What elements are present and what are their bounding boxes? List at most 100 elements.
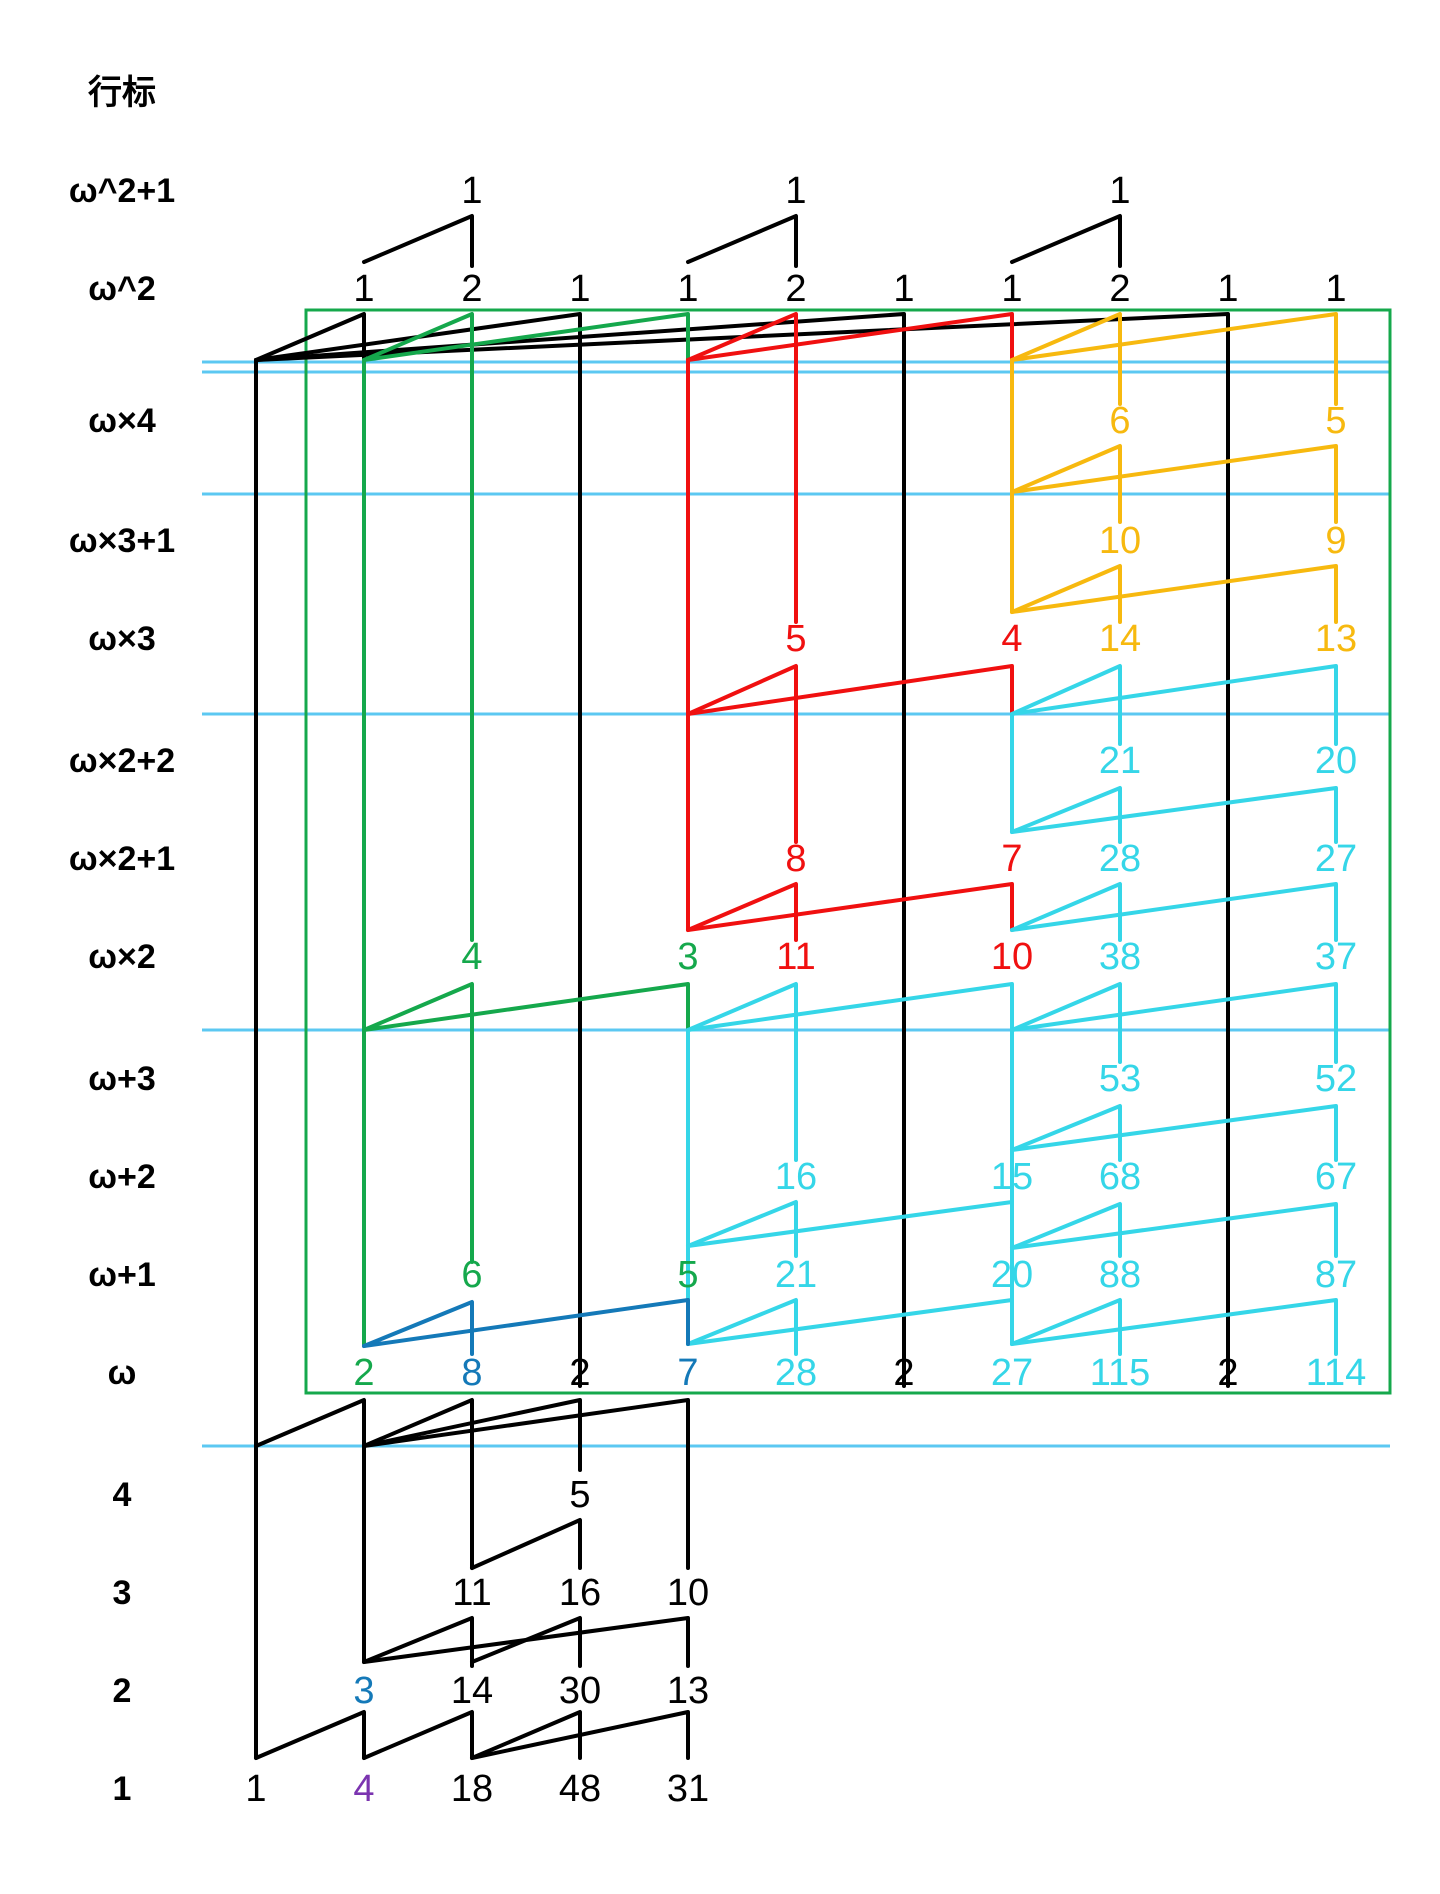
tree-edge <box>686 982 1014 1032</box>
node-value: 1 <box>569 268 590 310</box>
row-label: ω^2 <box>88 270 156 308</box>
node-value: 1 <box>461 170 482 212</box>
row-label: ω+2 <box>88 1158 156 1196</box>
node-value: 5 <box>1325 400 1346 442</box>
row-label: ω^2+1 <box>69 172 175 210</box>
node-value: 14 <box>451 1670 493 1712</box>
tree-edge <box>1010 444 1338 524</box>
node-value: 67 <box>1315 1156 1357 1198</box>
row-label: 1 <box>113 1770 132 1808</box>
tree-edge <box>1010 882 1338 942</box>
node-value: 53 <box>1099 1058 1141 1100</box>
row-label: ω×3+1 <box>69 522 175 560</box>
tree-edge <box>362 982 474 1264</box>
tree-edge <box>470 1710 582 1760</box>
node-value: 28 <box>775 1352 817 1394</box>
node-value: 2 <box>569 1352 590 1394</box>
tree-edge <box>362 312 474 942</box>
node-value: 31 <box>667 1768 709 1810</box>
node-value: 27 <box>991 1352 1033 1394</box>
row-label: ω×2+2 <box>69 742 175 780</box>
node-value: 4 <box>461 936 482 978</box>
tree-edge <box>686 882 798 942</box>
node-value: 9 <box>1325 520 1346 562</box>
tree-edge <box>686 982 798 1162</box>
row-label: ω×2 <box>88 938 156 976</box>
tree-edge <box>1010 664 1122 746</box>
node-value: 14 <box>1099 618 1141 660</box>
node-value: 4 <box>353 1768 374 1810</box>
node-value: 2 <box>1109 268 1130 310</box>
node-value: 15 <box>991 1156 1033 1198</box>
node-value: 27 <box>1315 838 1357 880</box>
node-value: 11 <box>452 1572 491 1614</box>
tree-edge <box>686 1200 798 1258</box>
row-label: ω+3 <box>88 1060 156 1098</box>
tree-edge <box>470 1616 582 1668</box>
node-value: 8 <box>461 1352 482 1394</box>
tree-edge <box>362 1398 690 1570</box>
node-value: 10 <box>667 1572 709 1614</box>
node-value: 11 <box>776 936 815 978</box>
tree-edge <box>362 1710 474 1760</box>
node-value: 6 <box>461 1254 482 1296</box>
tree-edge <box>254 1710 366 1760</box>
tree-edge <box>362 1298 690 1348</box>
node-value: 1 <box>1001 268 1022 310</box>
tree-edges <box>254 214 1338 1760</box>
tree-edge <box>254 312 1230 1388</box>
node-value: 20 <box>991 1254 1033 1296</box>
tree-edge <box>362 214 474 268</box>
tree-edge <box>1010 214 1122 268</box>
tree-edge <box>1010 786 1338 844</box>
tree-edge <box>470 1518 582 1570</box>
tree-edge <box>254 1398 366 1664</box>
tree-edge <box>1010 1104 1338 1162</box>
node-value: 5 <box>785 618 806 660</box>
node-value: 1 <box>1325 268 1346 310</box>
tree-edge <box>1010 444 1122 524</box>
node-value: 37 <box>1315 936 1357 978</box>
node-value: 115 <box>1090 1352 1151 1394</box>
row-label: ω×3 <box>88 620 156 658</box>
node-value: 7 <box>677 1352 698 1394</box>
node-value: 4 <box>1001 618 1022 660</box>
row-label: ω×4 <box>88 402 156 440</box>
node-value: 68 <box>1099 1156 1141 1198</box>
node-value: 7 <box>1001 838 1022 880</box>
node-value: 2 <box>785 268 806 310</box>
tree-edge <box>362 312 690 362</box>
node-value: 10 <box>991 936 1033 978</box>
tree-edge <box>686 1298 798 1356</box>
node-value: 1 <box>245 1768 266 1810</box>
tree-edge <box>686 1298 1014 1346</box>
row-label: ω×2+1 <box>69 840 175 878</box>
header-title: 行标 <box>88 74 156 112</box>
node-value: 16 <box>775 1156 817 1198</box>
tree-edge <box>362 1398 582 1472</box>
tree-edge <box>1010 982 1338 1064</box>
tree-edge <box>1010 786 1122 844</box>
tree-edge <box>1010 1104 1122 1162</box>
tree-edge <box>362 1398 474 1570</box>
node-value: 87 <box>1315 1254 1357 1296</box>
tree-edge <box>1010 664 1338 746</box>
tree-edge <box>1010 1298 1122 1356</box>
node-value: 13 <box>667 1670 709 1712</box>
node-value: 13 <box>1315 618 1357 660</box>
node-value: 20 <box>1315 740 1357 782</box>
node-value: 88 <box>1099 1254 1141 1296</box>
tree-edge <box>254 312 582 1388</box>
tree-edge <box>1010 882 1122 942</box>
row-label: 4 <box>113 1476 132 1514</box>
node-value: 2 <box>353 1352 374 1394</box>
tree-edge <box>686 1200 1014 1248</box>
node-value: 1 <box>353 268 374 310</box>
node-value: 3 <box>677 936 698 978</box>
row-label: ω <box>108 1354 137 1392</box>
tree-edge <box>1010 564 1338 624</box>
node-value: 5 <box>569 1474 590 1516</box>
node-value: 2 <box>461 268 482 310</box>
